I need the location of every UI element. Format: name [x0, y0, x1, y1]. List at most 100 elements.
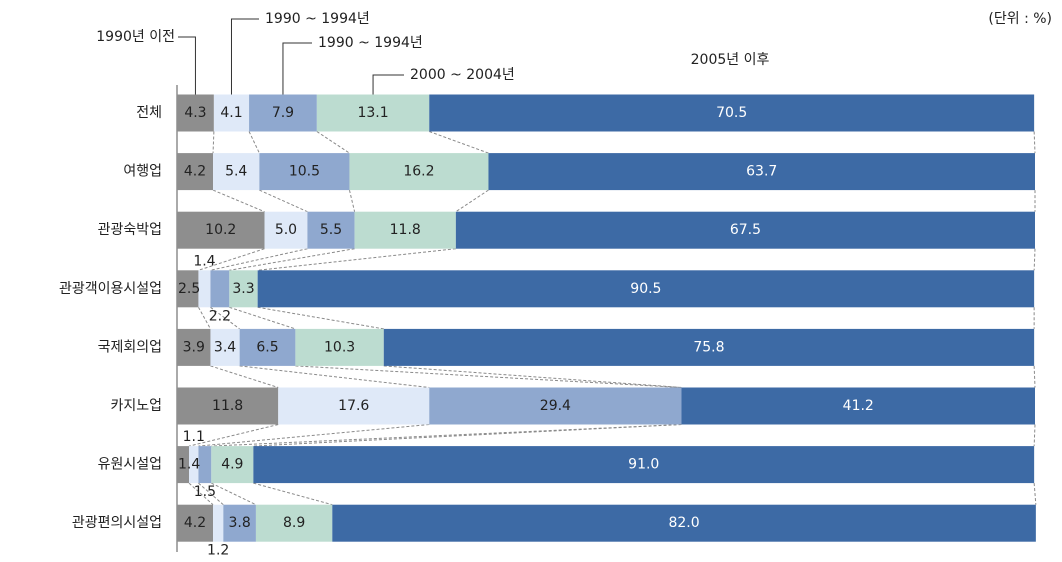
series-label: 2000 ~ 2004년: [410, 67, 515, 83]
connector: [210, 248, 308, 271]
value-label: 4.1: [220, 105, 242, 121]
connector: [210, 306, 240, 330]
bar-segment: [211, 446, 254, 484]
connector: [198, 307, 211, 330]
bar-segment: [488, 153, 1036, 191]
value-label: 6.5: [256, 339, 278, 355]
bar-segment: [223, 504, 256, 542]
bar-segment: [259, 153, 350, 191]
value-label: 75.8: [693, 339, 724, 355]
value-label: 63.7: [746, 164, 777, 180]
bar-segment: [255, 504, 333, 542]
series-label: 2005년 이후: [691, 52, 770, 68]
series-label: 1990년 이전: [96, 29, 175, 45]
connector: [248, 131, 260, 154]
connector: [229, 306, 296, 330]
value-label: 67.5: [730, 222, 761, 238]
value-label: 8.9: [283, 515, 305, 531]
bar-segment: [295, 328, 384, 366]
connector: [212, 189, 265, 213]
bar-segment: [177, 270, 199, 308]
connector: [198, 482, 224, 506]
bar-segment: [278, 387, 430, 425]
value-label: 41.2: [843, 398, 874, 414]
value-label: 29.4: [540, 398, 571, 414]
connector: [257, 248, 456, 271]
bar-segment: [177, 387, 279, 425]
value-label: 2.5: [178, 281, 200, 297]
connector: [211, 482, 257, 506]
connector: [316, 131, 350, 154]
leader-line: [230, 18, 259, 95]
connector: [348, 189, 356, 212]
bar-segment: [239, 328, 296, 366]
connector: [1033, 248, 1036, 271]
value-label: 4.9: [221, 457, 243, 473]
bar-segment: [307, 211, 355, 249]
category-label: 국제회의업: [98, 339, 162, 355]
connector: [229, 248, 355, 271]
bar-segment: [316, 94, 430, 132]
value-label: 4.2: [184, 164, 206, 180]
bar-segment: [354, 211, 456, 249]
bar-segment: [213, 153, 260, 191]
bar-segment: [332, 504, 1036, 542]
bar-segment: [455, 211, 1036, 249]
bar-segment: [349, 153, 489, 191]
value-label: 1.4: [178, 457, 200, 473]
value-label: 17.6: [338, 398, 369, 414]
connector: [188, 482, 214, 506]
value-label: 1.1: [183, 429, 205, 445]
bar-segment: [253, 446, 1035, 484]
value-label: 16.2: [403, 164, 434, 180]
category-label: 관광편의시설업: [72, 515, 162, 531]
connector: [212, 131, 215, 154]
value-label: 1.4: [193, 253, 215, 269]
bar-segment: [177, 504, 214, 542]
connector: [429, 131, 489, 154]
value-label: 91.0: [628, 457, 659, 473]
bar-segment: [383, 328, 1035, 366]
connector: [259, 189, 308, 213]
leader-line: [282, 42, 312, 95]
bar-segment: [429, 94, 1035, 132]
connector: [210, 365, 279, 388]
value-label: 1.2: [207, 543, 229, 559]
value-label: 11.8: [212, 398, 243, 414]
value-label: 7.9: [272, 105, 294, 121]
bar-segment: [177, 94, 214, 132]
unit-note: (단위 : %): [988, 11, 1052, 27]
bar-segment: [177, 328, 211, 366]
bar-segment: [213, 94, 250, 132]
connector: [253, 424, 682, 447]
connector: [295, 365, 682, 388]
connector: [211, 424, 682, 447]
bar-segment: [177, 211, 265, 249]
connector: [1033, 424, 1036, 447]
connector: [239, 365, 430, 388]
value-label: 10.3: [324, 339, 355, 355]
category-label: 관광숙박업: [98, 222, 162, 238]
value-label: 10.5: [289, 164, 320, 180]
connector: [257, 306, 384, 330]
bar-segment: [189, 446, 199, 484]
bar-segment: [429, 387, 682, 425]
value-label: 13.1: [357, 105, 388, 121]
value-label: 10.2: [205, 222, 236, 238]
value-label: 3.8: [229, 515, 251, 531]
connector: [1033, 131, 1036, 154]
connector: [1033, 365, 1036, 388]
value-label: 5.5: [320, 222, 342, 238]
bar-segment: [177, 153, 214, 191]
category-label: 유원시설업: [98, 457, 162, 473]
value-label: 3.9: [183, 339, 205, 355]
connector: [1033, 483, 1037, 505]
leader-line: [178, 36, 196, 95]
bar-segment: [210, 328, 240, 366]
series-label: 1990 ~ 1994년: [265, 11, 370, 27]
value-label: 2.2: [209, 308, 231, 324]
connector: [455, 189, 489, 213]
connector: [383, 365, 682, 388]
connector: [188, 424, 279, 447]
